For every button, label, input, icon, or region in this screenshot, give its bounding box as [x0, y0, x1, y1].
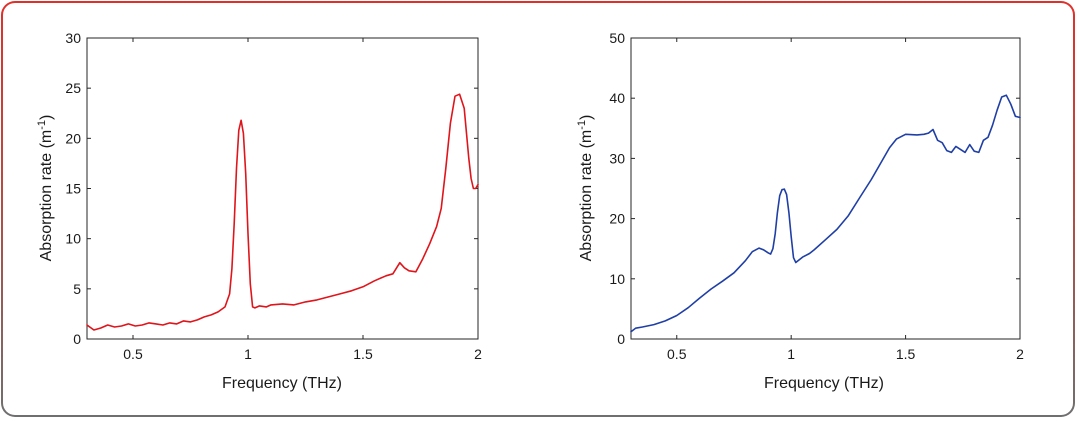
right-y-tick-label: 50	[609, 30, 625, 46]
left-axes-box	[86, 37, 479, 340]
left-x-tick-label: 1	[244, 346, 252, 362]
left-y-tick-label: 0	[73, 331, 81, 347]
left-y-axis-label-superscript: -1	[36, 120, 48, 130]
left-y-tick-label: 15	[65, 181, 81, 197]
left-y-axis-label: Absorption rate (m-1)	[36, 115, 55, 262]
left-y-tick-label: 30	[65, 30, 81, 46]
left-data	[86, 93, 479, 331]
right-x-axis-label: Frequency (THz)	[764, 375, 884, 392]
left-x-tick-label: 2	[474, 346, 482, 362]
right-y-axis-label-superscript: -1	[576, 120, 588, 130]
left-y-axis-label-main: Absorption rate (m	[38, 130, 55, 262]
right-y-axis-label-main: Absorption rate (m	[578, 130, 595, 262]
right-y-tick-label: 10	[609, 271, 625, 287]
right-y-tick-label: 40	[609, 90, 625, 106]
right-y-axis-label-close: )	[578, 115, 595, 120]
left-x-axis-label: Frequency (THz)	[222, 375, 342, 392]
right-y-tick-label: 20	[609, 211, 625, 227]
right-y-tick-label: 30	[609, 150, 625, 166]
right-y-axis-label: Absorption rate (m-1)	[576, 115, 595, 262]
left-x-tick-label: 0.5	[123, 346, 143, 362]
right-axes-box	[630, 37, 1021, 340]
left-y-axis-label-close: )	[38, 115, 55, 120]
left-x-tick-label: 1.5	[353, 346, 373, 362]
right-x-tick-label: 1	[787, 346, 795, 362]
left-series-line	[86, 93, 479, 331]
right-x-tick-label: 1.5	[896, 346, 916, 362]
left-y-tick-label: 5	[73, 281, 81, 297]
left-y-tick-label: 10	[65, 231, 81, 247]
right-y-tick-label: 0	[617, 331, 625, 347]
right-x-tick-label: 2	[1016, 346, 1024, 362]
left-y-tick-label: 25	[65, 80, 81, 96]
right-x-tick-label: 0.5	[667, 346, 687, 362]
right-data	[630, 94, 1021, 333]
right-series-line	[630, 94, 1021, 333]
left-y-tick-label: 20	[65, 130, 81, 146]
